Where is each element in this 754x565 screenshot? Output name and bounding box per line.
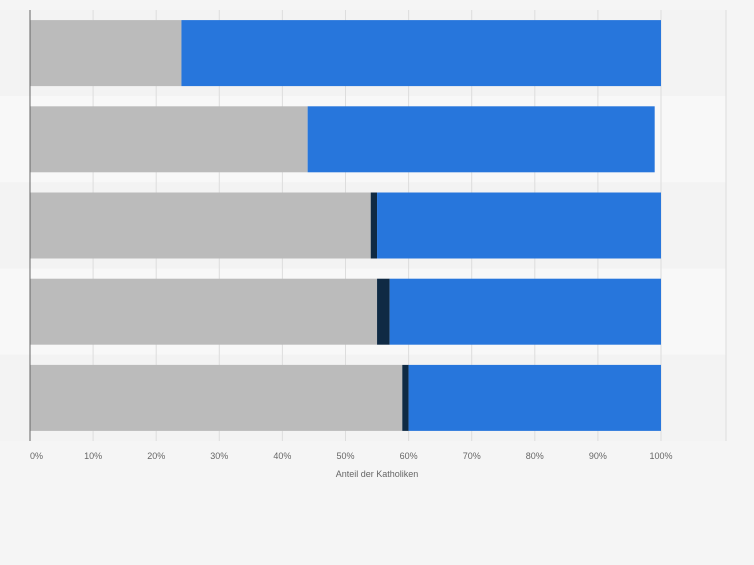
x-tick-label: 10% bbox=[84, 451, 102, 461]
bar-segment-3-row-1[interactable] bbox=[181, 20, 661, 87]
bar-segment-3-row-2[interactable] bbox=[307, 106, 655, 173]
x-tick-label: 30% bbox=[210, 451, 228, 461]
x-tick-label: 100% bbox=[649, 451, 672, 461]
bar-segment-2-row-5[interactable] bbox=[402, 364, 409, 431]
bar-segment-1-row-1[interactable] bbox=[30, 20, 182, 87]
bar-segment-3-row-5[interactable] bbox=[408, 364, 661, 431]
x-tick-label: 90% bbox=[589, 451, 607, 461]
x-tick-label: 0% bbox=[30, 451, 43, 461]
x-tick-label: 50% bbox=[336, 451, 354, 461]
x-tick-label: 20% bbox=[147, 451, 165, 461]
bar-segment-1-row-2[interactable] bbox=[30, 106, 308, 173]
bars bbox=[30, 20, 661, 431]
x-tick-label: 80% bbox=[526, 451, 544, 461]
x-tick-labels: 0% 10% 20% 30% 40% 50% 60% 70% 80% 90% 100% bbox=[30, 451, 673, 461]
bar-segment-2-row-3[interactable] bbox=[370, 192, 378, 259]
bar-segment-2-row-4[interactable] bbox=[377, 278, 390, 345]
x-tick-label: 60% bbox=[400, 451, 418, 461]
x-tick-label: 70% bbox=[463, 451, 481, 461]
x-tick-label: 40% bbox=[273, 451, 291, 461]
bar-segment-1-row-3[interactable] bbox=[30, 192, 371, 259]
bar-segment-1-row-4[interactable] bbox=[30, 278, 378, 345]
bar-segment-3-row-3[interactable] bbox=[377, 192, 661, 259]
bar-segment-3-row-4[interactable] bbox=[389, 278, 661, 345]
x-axis-label: Anteil der Katholiken bbox=[336, 469, 419, 479]
bar-segment-1-row-5[interactable] bbox=[30, 364, 403, 431]
